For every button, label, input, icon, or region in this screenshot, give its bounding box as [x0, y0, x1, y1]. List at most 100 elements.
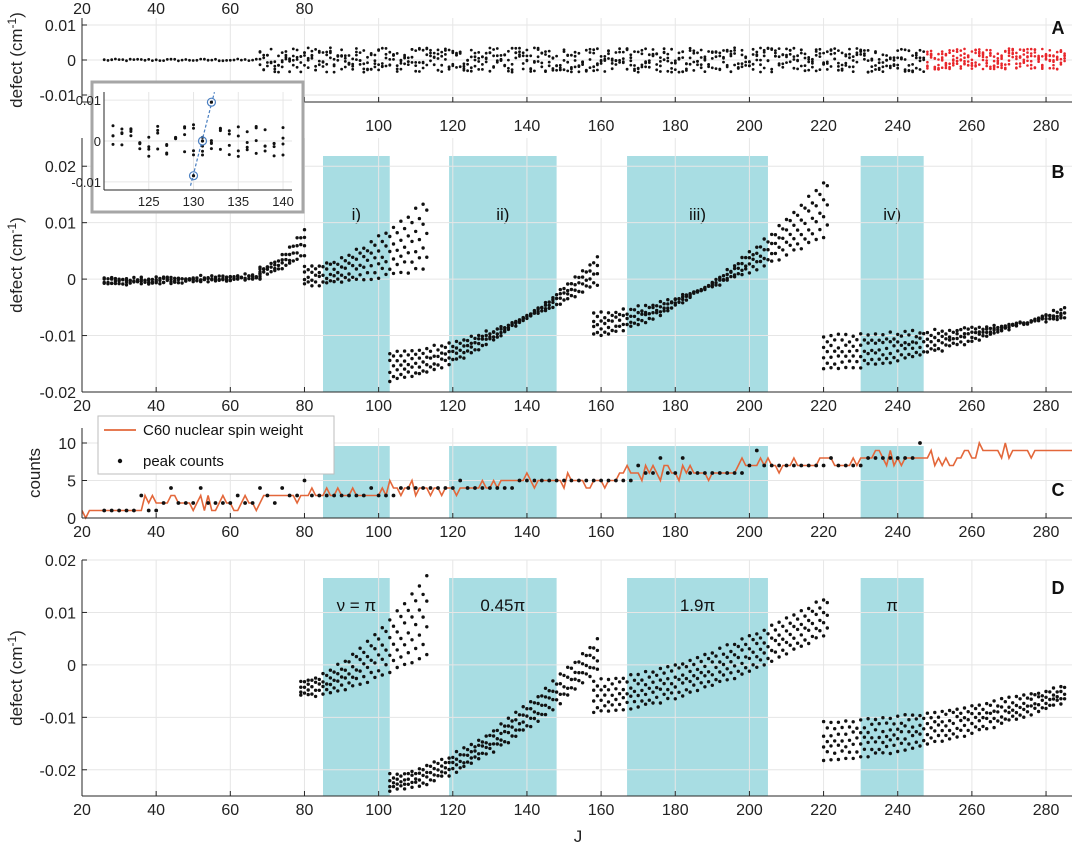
- data-point: [395, 782, 399, 786]
- data-point: [818, 227, 822, 232]
- data-point: [310, 49, 314, 53]
- data-point: [444, 53, 447, 56]
- data-point: [914, 730, 918, 734]
- data-point: [714, 51, 718, 54]
- data-point: [1007, 322, 1011, 327]
- data-point: [988, 703, 993, 707]
- data-point: [395, 359, 399, 363]
- peak-count-point: [754, 448, 759, 453]
- data-point: [117, 58, 121, 61]
- data-point: [699, 670, 703, 675]
- data-point: [306, 692, 310, 697]
- data-point: [369, 251, 373, 255]
- data-point: [410, 220, 414, 225]
- data-point: [877, 61, 881, 65]
- data-point: [614, 59, 618, 62]
- data-point: [618, 50, 621, 54]
- data-point: [888, 330, 892, 334]
- data-point-red: [948, 51, 951, 54]
- inset-data-point: [272, 154, 276, 158]
- data-point: [947, 328, 952, 333]
- data-point-red: [978, 54, 981, 57]
- data-point: [673, 59, 677, 63]
- data-point: [807, 628, 811, 632]
- data-point: [165, 58, 169, 61]
- data-point: [317, 688, 321, 692]
- data-point: [417, 657, 422, 661]
- data-point: [417, 216, 422, 221]
- data-point: [250, 273, 255, 277]
- data-point: [773, 233, 778, 237]
- data-point: [785, 47, 788, 51]
- data-point: [443, 760, 448, 765]
- data-point: [659, 64, 662, 68]
- data-point: [951, 710, 955, 715]
- data-point: [851, 730, 855, 734]
- x-tick-label-top: 220: [810, 118, 837, 135]
- data-point: [584, 653, 588, 658]
- data-point: [770, 47, 774, 51]
- data-point: [347, 61, 351, 65]
- data-point: [596, 63, 599, 67]
- data-point: [866, 341, 870, 345]
- data-point: [1044, 701, 1048, 706]
- data-point: [358, 251, 362, 255]
- data-point: [762, 264, 766, 268]
- data-point: [681, 681, 685, 685]
- peak-count-point: [547, 478, 552, 483]
- data-point: [862, 358, 867, 363]
- data-point: [391, 225, 396, 230]
- data-point: [903, 341, 907, 345]
- data-point: [784, 228, 789, 232]
- data-point: [480, 751, 485, 755]
- data-point: [343, 54, 347, 58]
- data-point: [214, 57, 217, 61]
- data-point: [328, 668, 333, 672]
- data-point: [636, 693, 640, 698]
- data-point: [970, 721, 974, 726]
- data-point: [347, 672, 351, 676]
- data-point: [544, 53, 547, 56]
- data-point: [992, 725, 996, 730]
- data-point: [276, 267, 281, 271]
- data-point: [710, 66, 714, 70]
- data-point: [321, 273, 325, 277]
- data-point: [636, 50, 640, 54]
- peak-count-point: [339, 493, 344, 498]
- data-point-red: [1026, 55, 1029, 59]
- data-point: [432, 766, 436, 771]
- data-point: [355, 58, 358, 61]
- data-point: [410, 374, 414, 379]
- data-point: [569, 677, 574, 682]
- data-point: [859, 354, 863, 359]
- data-point: [747, 647, 752, 651]
- data-point-red: [1029, 59, 1033, 63]
- data-point: [818, 606, 822, 610]
- data-point: [417, 778, 422, 782]
- data-point: [132, 279, 136, 283]
- data-point: [873, 728, 878, 732]
- data-point: [944, 332, 948, 336]
- data-point: [440, 774, 444, 778]
- data-point-red: [940, 52, 944, 56]
- data-point: [399, 61, 403, 65]
- data-point: [795, 242, 800, 246]
- data-point: [740, 648, 744, 652]
- peak-count-point: [806, 463, 811, 468]
- data-point: [1033, 706, 1037, 710]
- data-point: [373, 65, 377, 69]
- data-point: [521, 720, 525, 724]
- data-point: [595, 263, 600, 268]
- data-point: [899, 353, 904, 357]
- inset-data-point: [147, 147, 151, 151]
- data-point-red: [963, 59, 966, 63]
- data-point: [258, 270, 262, 274]
- data-point: [421, 615, 425, 619]
- data-point: [403, 56, 406, 60]
- data-point: [395, 70, 399, 73]
- data-point-red: [1063, 59, 1066, 63]
- data-point: [154, 275, 158, 279]
- data-point: [751, 68, 755, 71]
- data-point: [406, 777, 410, 781]
